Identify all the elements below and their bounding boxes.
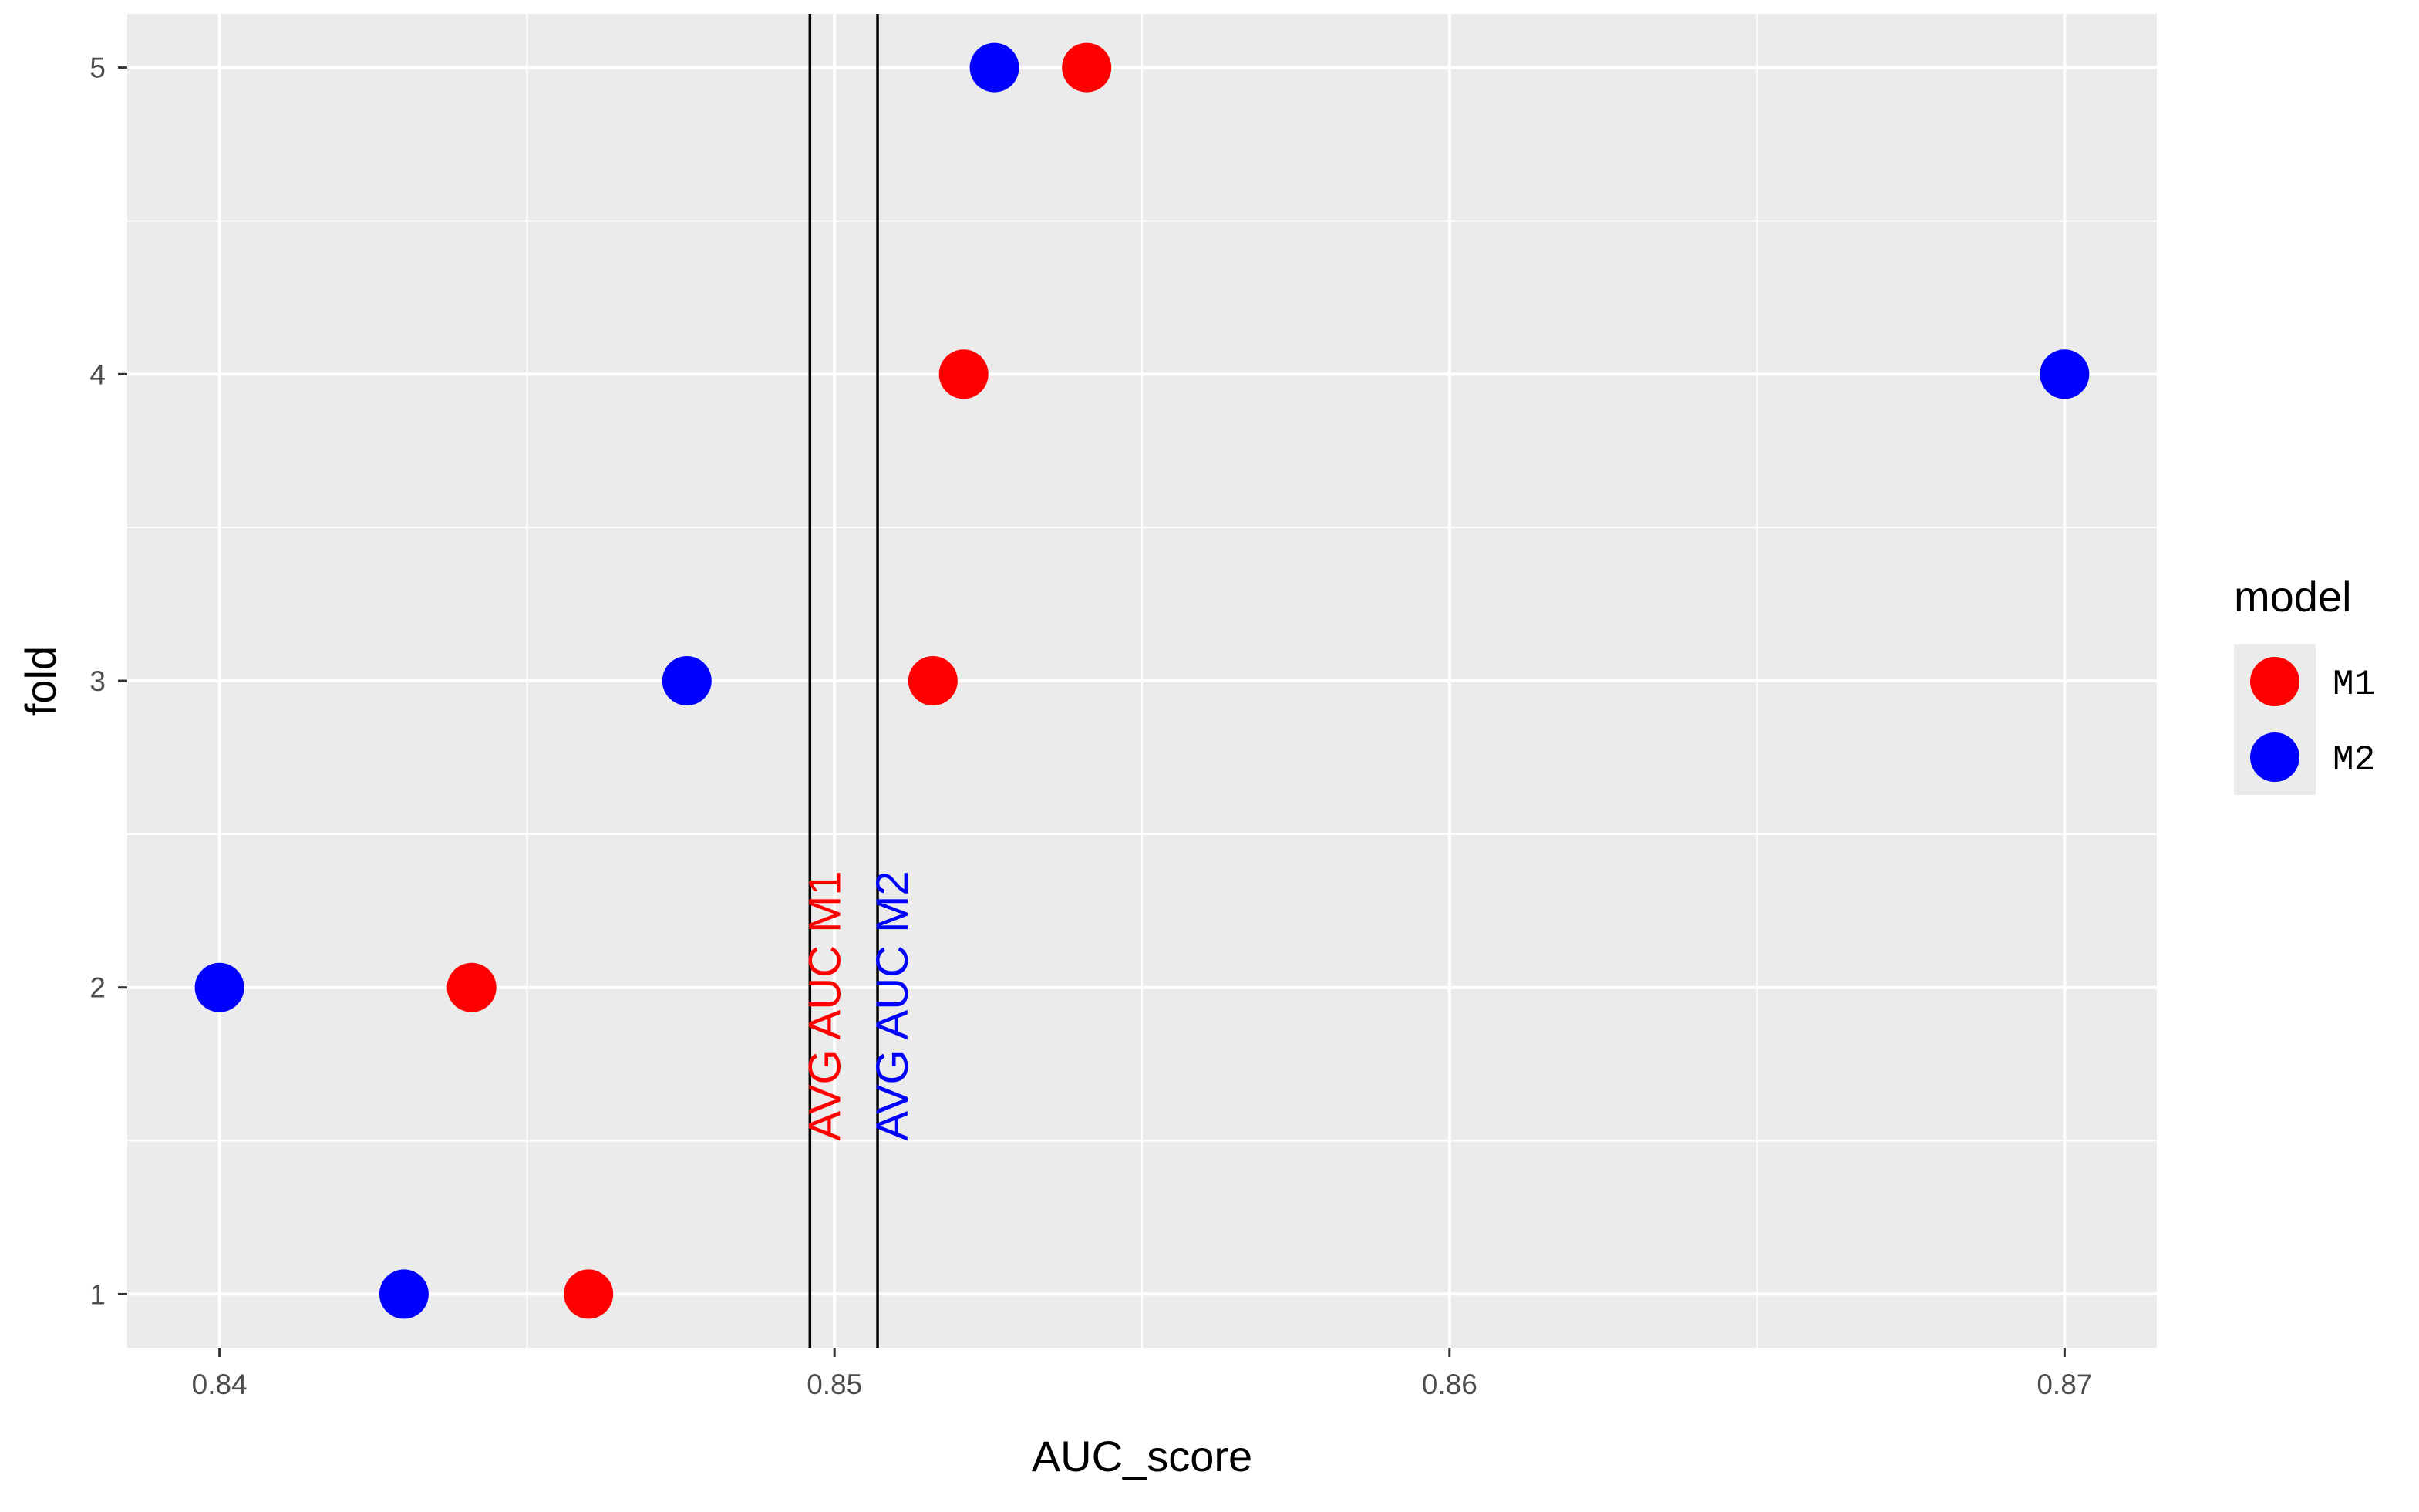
x-tick-label: 0.87	[2037, 1369, 2092, 1400]
legend-label-m1: M1	[2333, 665, 2375, 705]
point-m1-fold-2	[446, 962, 497, 1012]
x-axis-title: AUC_score	[1032, 1432, 1252, 1480]
average-lines: AVG AUC M1 AVG AUC M2	[800, 14, 918, 1348]
legend-title: model	[2234, 572, 2352, 621]
point-m2-fold-4	[2040, 349, 2090, 399]
point-m1-fold-1	[564, 1269, 614, 1319]
y-tick-label: 5	[89, 52, 106, 84]
legend-swatch-m1	[2250, 657, 2299, 706]
y-axis-title: fold	[16, 646, 65, 716]
point-m2-fold-5	[969, 42, 1019, 93]
point-m1-fold-5	[1062, 42, 1112, 93]
legend-label-m2: M2	[2333, 740, 2375, 780]
y-tick-label: 3	[89, 665, 106, 697]
point-m2-fold-1	[379, 1269, 429, 1319]
avg-line-label-2: AVG AUC M2	[868, 870, 918, 1140]
x-tick-label: 0.84	[192, 1369, 248, 1400]
point-m2-fold-3	[662, 656, 712, 705]
point-m2-fold-2	[194, 962, 244, 1012]
x-axis-ticks: 0.84 0.85 0.86 0.87	[192, 1348, 2092, 1400]
x-tick-label: 0.85	[807, 1369, 862, 1400]
y-tick-label: 1	[89, 1278, 106, 1310]
y-tick-label: 4	[89, 359, 106, 390]
y-axis-ticks: 1 2 3 4 5	[89, 52, 127, 1310]
avg-line-label-1: AVG AUC M1	[800, 870, 850, 1140]
y-tick-label: 2	[89, 972, 106, 1004]
data-points	[194, 42, 2090, 1319]
legend: model M1 M2	[2234, 572, 2375, 795]
point-m1-fold-3	[908, 656, 958, 705]
major-gridlines	[127, 14, 2157, 1348]
legend-swatch-m2	[2250, 732, 2299, 782]
point-m1-fold-4	[938, 349, 989, 399]
x-tick-label: 0.86	[1422, 1369, 1477, 1400]
